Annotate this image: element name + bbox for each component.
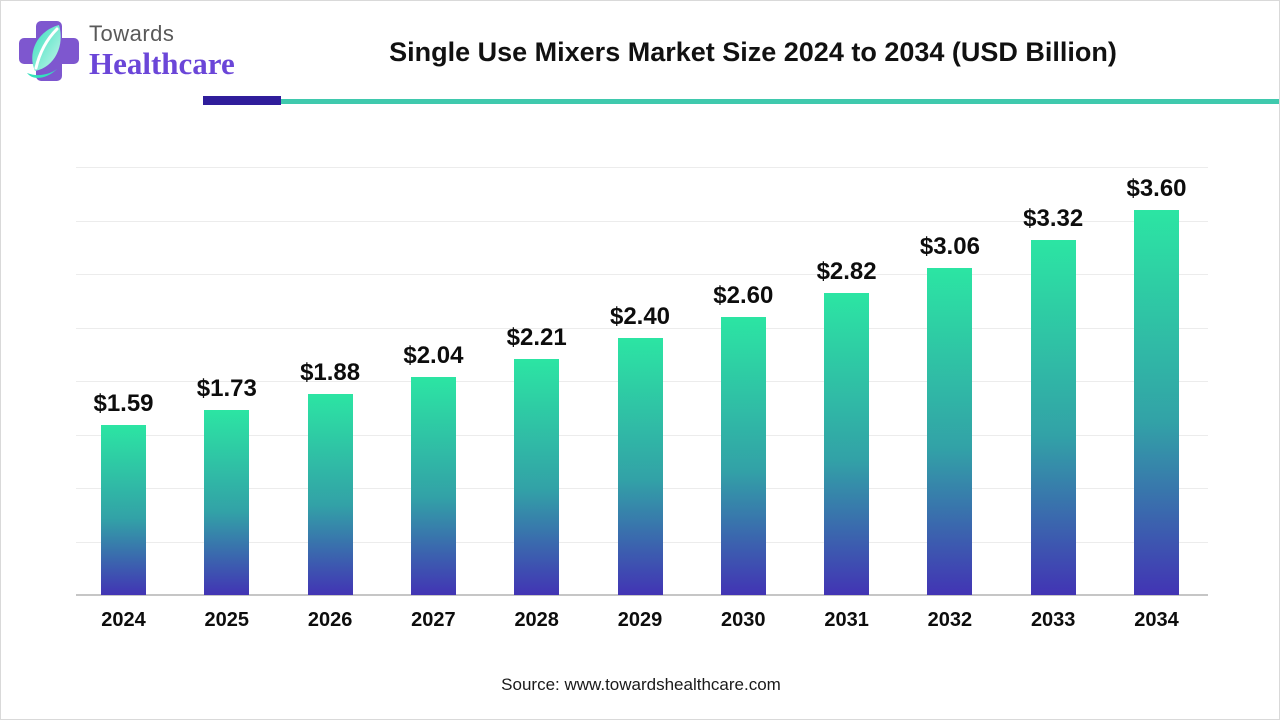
bar xyxy=(307,393,353,595)
logo-cross-leaf-icon xyxy=(15,15,83,87)
bar xyxy=(927,267,973,595)
bar-value-label: $2.82 xyxy=(816,258,877,286)
chart-title: Single Use Mixers Market Size 2024 to 20… xyxy=(389,37,1117,67)
plot-area: $1.59 $1.73 $1.88 $2.04 $2.21 $2.40 $2.60 $2.82… xyxy=(76,167,1209,596)
bar xyxy=(101,424,146,595)
bar-value-label: $2.60 xyxy=(713,281,774,309)
bar xyxy=(204,409,250,595)
x-axis-line xyxy=(76,594,1208,596)
bar-value-label: $1.88 xyxy=(300,358,361,386)
bar xyxy=(1134,209,1179,595)
x-axis-label: 2025 xyxy=(204,609,250,631)
x-axis-label: 2030 xyxy=(721,609,766,631)
header-rule-purple xyxy=(203,96,281,105)
bar xyxy=(824,293,870,595)
x-axis-label: 2029 xyxy=(617,609,663,631)
bar xyxy=(410,376,456,595)
bar-group-2034: $3.60 xyxy=(1105,175,1209,595)
bar-value-label: $1.73 xyxy=(196,374,257,402)
x-axis-label: 2028 xyxy=(514,609,559,631)
bar-group-2025: $1.73 xyxy=(175,375,279,595)
bar xyxy=(1030,239,1076,595)
logo-healthcare-text: Healthcare xyxy=(89,46,235,81)
bar-value-label: $1.59 xyxy=(93,389,154,417)
logo-towards-text: Towards xyxy=(89,21,175,46)
gridline xyxy=(76,220,1208,222)
bar xyxy=(720,316,766,595)
bar xyxy=(514,358,560,595)
bar-value-label: $3.60 xyxy=(1126,174,1187,202)
gridline xyxy=(76,327,1208,329)
x-axis-label: 2024 xyxy=(101,609,146,631)
bar-group-2029: $2.40 xyxy=(588,303,692,595)
brand-logo: Towards Healthcare xyxy=(15,15,235,87)
x-axis-label: 2033 xyxy=(1030,609,1076,631)
header-rule-teal xyxy=(281,99,1279,104)
bar-group-2032: $3.06 xyxy=(898,233,1002,595)
gridline xyxy=(76,167,1208,168)
x-axis-label: 2031 xyxy=(824,609,869,631)
x-axis-label: 2034 xyxy=(1134,609,1179,631)
bar-value-label: $2.40 xyxy=(609,303,671,331)
gridline xyxy=(76,274,1208,275)
source-text: Source: www.towardshealthcare.com xyxy=(501,675,781,694)
x-axis-label: 2032 xyxy=(927,609,973,631)
bar-group-2030: $2.60 xyxy=(691,282,795,595)
bar xyxy=(617,338,663,595)
bar-value-label: $2.21 xyxy=(506,323,567,351)
bar-group-2031: $2.82 xyxy=(795,258,899,595)
cross-leaf-svg xyxy=(19,21,79,81)
bar-value-label: $2.04 xyxy=(403,341,464,369)
bar-group-2024: $1.59 xyxy=(72,390,176,595)
bar-value-label: $3.32 xyxy=(1023,204,1084,232)
x-axis-label: 2026 xyxy=(307,609,353,631)
bar-group-2026: $1.88 xyxy=(278,359,382,595)
x-axis-labels: 2024 2025 2026 2027 2028 2029 2030 2031 2032 2033… xyxy=(76,609,1208,639)
bar-group-2027: $2.04 xyxy=(381,342,485,595)
x-axis-label: 2027 xyxy=(411,609,456,631)
bar-value-label: $3.06 xyxy=(919,232,980,260)
bar-group-2028: $2.21 xyxy=(485,323,589,595)
bar-group-2033: $3.32 xyxy=(1001,205,1105,595)
logo-text: Towards Healthcare xyxy=(89,21,235,81)
